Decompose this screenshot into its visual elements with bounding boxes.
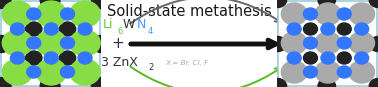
Circle shape	[91, 35, 111, 52]
Circle shape	[0, 78, 11, 87]
Circle shape	[318, 0, 336, 7]
Circle shape	[2, 1, 33, 27]
Circle shape	[369, 37, 378, 52]
Circle shape	[36, 59, 67, 85]
Circle shape	[44, 23, 58, 35]
Circle shape	[321, 23, 335, 35]
Circle shape	[78, 52, 92, 64]
Circle shape	[349, 3, 375, 25]
Circle shape	[0, 0, 11, 9]
Circle shape	[337, 8, 351, 20]
Circle shape	[349, 32, 375, 54]
Text: +: +	[302, 37, 315, 52]
Circle shape	[321, 52, 335, 64]
Circle shape	[315, 61, 341, 83]
Circle shape	[318, 78, 336, 87]
Circle shape	[369, 78, 378, 87]
Circle shape	[304, 66, 318, 78]
Circle shape	[59, 51, 76, 65]
Circle shape	[11, 52, 25, 64]
Circle shape	[2, 30, 33, 56]
Circle shape	[26, 51, 42, 65]
Circle shape	[11, 23, 25, 35]
Circle shape	[281, 3, 307, 25]
Text: Li: Li	[302, 56, 313, 70]
Circle shape	[91, 0, 111, 9]
Text: 6: 6	[117, 27, 122, 35]
Text: 3: 3	[305, 27, 310, 35]
Circle shape	[60, 37, 74, 49]
Circle shape	[27, 37, 41, 49]
Circle shape	[315, 3, 341, 25]
Circle shape	[355, 23, 369, 35]
Circle shape	[287, 52, 301, 64]
Text: N: N	[137, 19, 146, 31]
Circle shape	[27, 66, 41, 78]
Circle shape	[304, 23, 318, 35]
Circle shape	[91, 78, 111, 87]
Text: +: +	[111, 37, 124, 52]
Circle shape	[59, 22, 76, 36]
Circle shape	[70, 1, 100, 27]
Circle shape	[40, 78, 60, 87]
Text: Solid-state metathesis: Solid-state metathesis	[107, 4, 271, 19]
Circle shape	[337, 66, 351, 78]
Circle shape	[36, 30, 67, 56]
Text: W: W	[311, 19, 323, 31]
Text: 6: 6	[290, 56, 302, 70]
Circle shape	[304, 8, 318, 20]
Circle shape	[269, 78, 287, 87]
Text: W: W	[123, 19, 135, 31]
Text: 2: 2	[148, 64, 153, 72]
Circle shape	[281, 61, 307, 83]
Text: X: X	[317, 56, 325, 70]
Text: 4: 4	[148, 27, 153, 35]
Circle shape	[60, 8, 74, 20]
Text: 4: 4	[336, 27, 341, 35]
Circle shape	[315, 32, 341, 54]
Text: N: N	[325, 19, 335, 31]
Circle shape	[70, 30, 100, 56]
Circle shape	[269, 0, 287, 7]
Circle shape	[337, 52, 351, 64]
Circle shape	[269, 37, 287, 52]
Circle shape	[78, 23, 92, 35]
Text: 3 ZnX: 3 ZnX	[101, 56, 138, 70]
Text: X = Br, Cl, F: X = Br, Cl, F	[165, 60, 208, 66]
Circle shape	[281, 32, 307, 54]
Circle shape	[337, 37, 351, 49]
Text: Li: Li	[103, 19, 113, 31]
Circle shape	[36, 1, 67, 27]
Circle shape	[304, 52, 318, 64]
Circle shape	[349, 61, 375, 83]
Circle shape	[337, 23, 351, 35]
Text: Zn: Zn	[288, 19, 304, 31]
Circle shape	[40, 0, 60, 9]
Circle shape	[0, 35, 11, 52]
Circle shape	[369, 0, 378, 7]
Circle shape	[26, 22, 42, 36]
Circle shape	[355, 52, 369, 64]
Circle shape	[60, 66, 74, 78]
Circle shape	[2, 59, 33, 85]
Circle shape	[304, 37, 318, 49]
Circle shape	[44, 52, 58, 64]
Circle shape	[27, 8, 41, 20]
Circle shape	[70, 59, 100, 85]
Circle shape	[287, 23, 301, 35]
